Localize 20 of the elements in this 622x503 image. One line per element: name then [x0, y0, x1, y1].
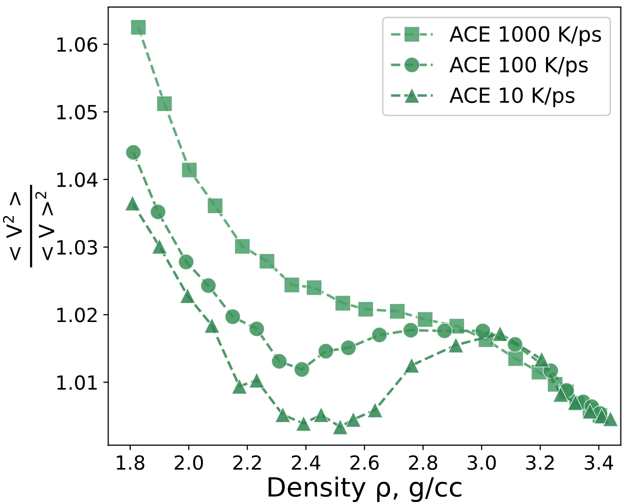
x-tick-label: 2.2 [233, 455, 261, 470]
x-tick-label: 3.0 [468, 455, 496, 470]
x-tick-label: 1.8 [116, 455, 144, 470]
x-tick-label: 3.4 [584, 455, 614, 470]
y-tick-label: 1.04 [57, 172, 98, 188]
x-axis-title: Density ρ, g/cc [268, 476, 462, 502]
y-tick-label: 1.01 [57, 375, 97, 390]
y-axis-title: < V$^{2}$ > < V >$^{2}$ [2, 192, 54, 260]
legend-label: ACE 1000 K/ps [450, 26, 601, 46]
y-tick-label: 1.05 [57, 104, 97, 120]
legend-label: ACE 10 K/ps [450, 87, 574, 108]
x-tick-label: 2.8 [409, 455, 438, 470]
y-tick-label: 1.02 [57, 308, 97, 322]
y-tick-label: 1.06 [57, 37, 98, 52]
x-tick-label: 2.6 [350, 455, 379, 470]
y-tick-label: 1.03 [57, 240, 97, 255]
x-tick-label: 2.0 [174, 455, 203, 470]
legend-label: ACE 100 K/ps [450, 56, 588, 77]
x-tick-label: 2.4 [292, 455, 320, 470]
x-tick-label: 3.2 [526, 455, 554, 470]
